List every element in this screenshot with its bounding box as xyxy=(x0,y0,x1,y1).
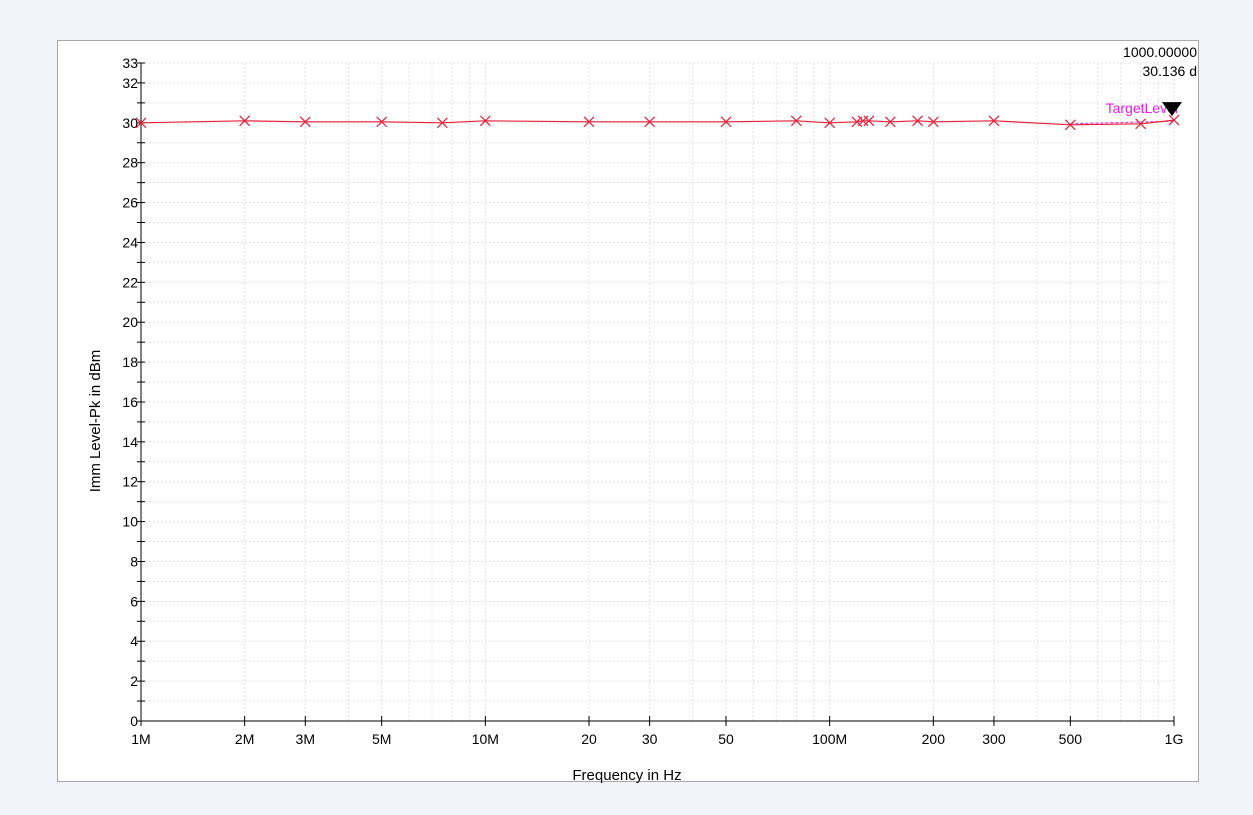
x-tick-label: 3M xyxy=(296,731,315,747)
y-tick-label: 33 xyxy=(122,55,138,71)
y-tick-label: 28 xyxy=(122,155,138,171)
readout-y-value: 30.136 d xyxy=(1143,63,1198,79)
y-tick-label: 20 xyxy=(122,314,138,330)
y-tick-label: 14 xyxy=(122,434,138,450)
x-tick-label: 5M xyxy=(372,731,391,747)
x-axis-title: Frequency in Hz xyxy=(572,767,681,783)
x-tick-label: 30 xyxy=(642,731,658,747)
x-tick-label: 200 xyxy=(922,731,946,747)
y-tick-label: 8 xyxy=(130,553,138,569)
x-tick-label: 2M xyxy=(235,731,254,747)
x-tick-label: 20 xyxy=(581,731,597,747)
y-tick-label: 2 xyxy=(130,673,138,689)
y-tick-label: 0 xyxy=(130,713,138,729)
y-tick-label: 16 xyxy=(122,394,138,410)
x-tick-label: 1M xyxy=(131,731,150,747)
x-tick-label: 10M xyxy=(472,731,499,747)
plot-frame: 1M 2M 3M 5M 10M 20 30 50 100M 200 300 500 1G 0 2 4 6 8 10… xyxy=(57,40,1199,782)
x-tick-label: 500 xyxy=(1059,731,1083,747)
y-tick-label: 6 xyxy=(130,593,138,609)
readout-x-value: 1000.00000 xyxy=(1123,44,1197,60)
y-tick-label: 4 xyxy=(130,633,138,649)
y-tick-label: 24 xyxy=(122,234,138,250)
x-tick-label: 1G xyxy=(1165,731,1184,747)
grid xyxy=(141,63,1174,721)
x-tick-label: 50 xyxy=(718,731,734,747)
y-tick-label: 30 xyxy=(122,115,138,131)
y-tick-label: 32 xyxy=(122,75,138,91)
x-tick-label: 300 xyxy=(982,731,1006,747)
y-tick-label: 26 xyxy=(122,195,138,211)
axes xyxy=(141,63,1174,721)
y-tick-label: 18 xyxy=(122,354,138,370)
y-tick-label: 12 xyxy=(122,474,138,490)
target-level: TargetLevel xyxy=(1070,100,1178,124)
chart-svg: 1M 2M 3M 5M 10M 20 30 50 100M 200 300 500 1G 0246810… xyxy=(58,41,1200,783)
y-axis-title: Imm Level-Pk in dBm xyxy=(87,350,104,493)
y-tick-label: 10 xyxy=(122,514,138,530)
x-tick-label: 100M xyxy=(812,731,847,747)
y-tick-label: 22 xyxy=(122,274,138,290)
